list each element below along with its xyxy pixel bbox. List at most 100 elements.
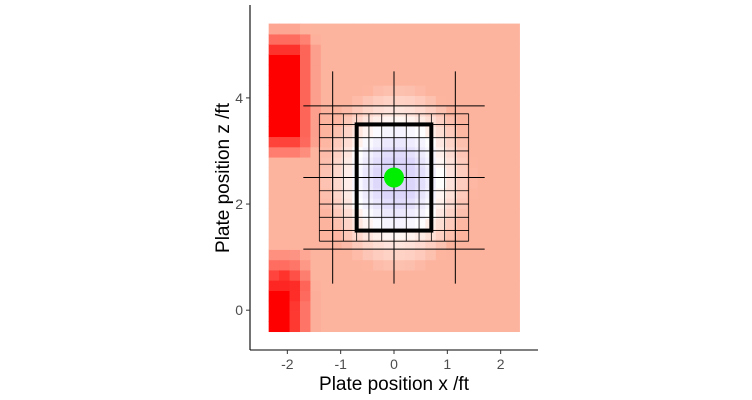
heatmap-tile xyxy=(435,249,447,261)
heatmap-tile xyxy=(383,208,395,220)
heatmap-tile xyxy=(373,249,385,261)
heatmap-tile xyxy=(279,23,291,35)
heatmap-tile xyxy=(446,126,458,138)
heatmap-tile xyxy=(373,85,385,97)
heatmap-tile xyxy=(331,321,343,333)
heatmap-tile xyxy=(373,300,385,312)
heatmap-tile xyxy=(467,167,479,179)
heatmap-tile xyxy=(300,280,312,291)
heatmap-tile xyxy=(383,310,395,322)
heatmap-tile xyxy=(467,177,479,189)
heatmap-tile xyxy=(446,239,458,250)
heatmap-tile xyxy=(425,105,437,117)
heatmap-tile xyxy=(331,33,343,45)
heatmap-tile xyxy=(435,115,447,127)
heatmap-tile xyxy=(488,310,500,322)
heatmap-tile xyxy=(320,280,332,291)
heatmap-tile xyxy=(414,290,426,302)
heatmap-tile xyxy=(498,156,510,168)
heatmap-tile xyxy=(373,64,385,76)
heatmap-tile xyxy=(341,249,353,261)
heatmap-tile xyxy=(456,218,468,230)
heatmap-tile xyxy=(467,198,479,209)
heatmap-tile xyxy=(310,126,322,138)
heatmap-tile xyxy=(279,198,291,209)
heatmap-tile xyxy=(508,146,520,158)
heatmap-tile xyxy=(289,269,301,281)
heatmap-tile xyxy=(508,156,520,168)
heatmap-tile xyxy=(268,85,280,97)
heatmap-tile xyxy=(404,321,416,333)
heatmap-tile xyxy=(446,54,458,66)
heatmap-tile xyxy=(341,146,353,158)
heatmap-tile xyxy=(268,300,280,312)
heatmap-tile xyxy=(352,259,364,271)
heatmap-tile xyxy=(373,259,385,271)
heatmap-tile xyxy=(467,310,479,322)
heatmap-tile xyxy=(383,239,395,250)
heatmap-tile xyxy=(477,167,489,179)
heatmap-tile xyxy=(404,54,416,66)
heatmap-tile xyxy=(435,54,447,66)
heatmap-tile xyxy=(310,156,322,168)
heatmap-tile xyxy=(341,187,353,199)
heatmap-tile xyxy=(352,115,364,127)
heatmap-tile xyxy=(414,259,426,271)
heatmap-tile xyxy=(477,74,489,86)
heatmap-tile xyxy=(279,218,291,230)
heatmap-tile xyxy=(508,177,520,189)
heatmap-tile xyxy=(404,33,416,45)
heatmap-tile xyxy=(414,33,426,45)
heatmap-tile xyxy=(404,218,416,230)
heatmap-tile xyxy=(425,74,437,86)
heatmap-tile xyxy=(414,280,426,291)
heatmap-tile xyxy=(279,64,291,76)
heatmap-tile xyxy=(362,44,374,55)
heatmap-tile xyxy=(383,321,395,333)
heatmap-tile xyxy=(498,280,510,291)
heatmap-tile xyxy=(331,290,343,302)
heatmap-tile xyxy=(268,249,280,261)
heatmap-tile xyxy=(383,44,395,55)
heatmap-tile xyxy=(456,290,468,302)
heatmap-tile xyxy=(300,54,312,66)
heatmap-tile xyxy=(362,198,374,209)
heatmap-tile xyxy=(341,218,353,230)
heatmap-tile xyxy=(477,249,489,261)
heatmap-tile xyxy=(373,290,385,302)
heatmap-tile xyxy=(477,64,489,76)
heatmap-tile xyxy=(279,228,291,240)
heatmap-tile xyxy=(352,239,364,250)
heatmap-tile xyxy=(331,269,343,281)
heatmap-tile xyxy=(279,167,291,179)
heatmap-tile xyxy=(300,115,312,127)
heatmap-tile xyxy=(394,228,406,240)
x-axis-title: Plate position x /ft xyxy=(319,374,470,395)
heatmap-tile xyxy=(446,290,458,302)
heatmap-tile xyxy=(362,187,374,199)
heatmap-tile xyxy=(268,95,280,107)
heatmap-tile xyxy=(352,95,364,107)
heatmap-tile xyxy=(404,228,416,240)
heatmap-tile xyxy=(467,33,479,45)
heatmap-tile xyxy=(289,105,301,117)
heatmap-tile xyxy=(279,54,291,66)
heatmap-tile xyxy=(446,198,458,209)
heatmap-tile xyxy=(477,208,489,220)
heatmap-tile xyxy=(404,187,416,199)
heatmap-tile xyxy=(268,167,280,179)
heatmap-tile xyxy=(373,54,385,66)
heatmap-tile xyxy=(498,187,510,199)
y-tick-label: 4 xyxy=(235,90,243,106)
heatmap-tile xyxy=(435,64,447,76)
heatmap-tile xyxy=(362,167,374,179)
heatmap-tile xyxy=(383,126,395,138)
heatmap-tile xyxy=(268,115,280,127)
heatmap-tile xyxy=(477,33,489,45)
heatmap-tile xyxy=(488,259,500,271)
heatmap-tile xyxy=(404,249,416,261)
heatmap-tile xyxy=(488,280,500,291)
heatmap-tile xyxy=(279,187,291,199)
heatmap-tile xyxy=(320,177,332,189)
